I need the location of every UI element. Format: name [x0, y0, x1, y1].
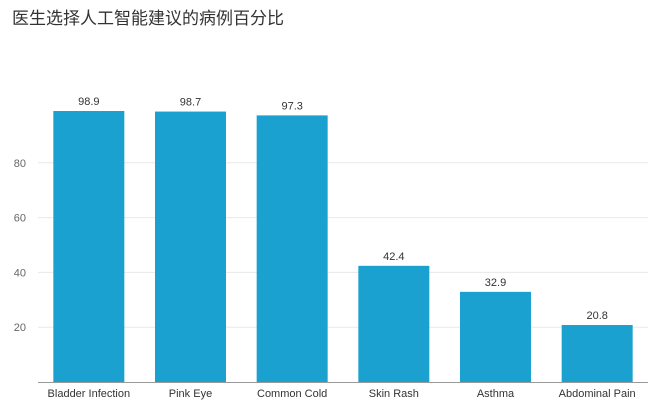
data-label: 42.4	[383, 251, 404, 263]
chart-title: 医生选择人工智能建议的病例百分比	[12, 9, 284, 29]
y-tick-label: 60	[14, 213, 26, 225]
y-tick-label: 20	[14, 322, 26, 334]
data-label: 20.8	[586, 310, 607, 322]
bar	[460, 291, 531, 382]
bar	[155, 111, 226, 382]
x-tick-label: Skin Rash	[369, 388, 419, 400]
data-label: 98.7	[180, 97, 201, 109]
bar	[561, 325, 633, 382]
x-tick-label: Common Cold	[257, 388, 327, 400]
data-label: 97.3	[281, 100, 302, 112]
x-tick-label: Asthma	[477, 388, 515, 400]
y-tick-label: 80	[14, 158, 26, 170]
bar	[53, 111, 125, 382]
x-tick-label: Abdominal Pain	[559, 388, 636, 400]
bar	[358, 265, 430, 382]
value-labels: 98.9 98.7 97.3 42.4 32.9 20.8	[78, 96, 608, 322]
bar	[256, 115, 328, 382]
y-tick-label: 40	[14, 267, 26, 279]
y-axis-ticks: 20 40 60 80	[14, 158, 26, 334]
x-axis-labels: Bladder Infection Pink Eye Common Cold Skin…	[48, 388, 636, 400]
x-tick-label: Pink Eye	[169, 388, 212, 400]
data-label: 32.9	[485, 277, 506, 289]
bars	[53, 111, 633, 382]
gridlines	[38, 162, 648, 328]
data-label: 98.9	[78, 96, 99, 108]
x-tick-label: Bladder Infection	[48, 388, 131, 400]
